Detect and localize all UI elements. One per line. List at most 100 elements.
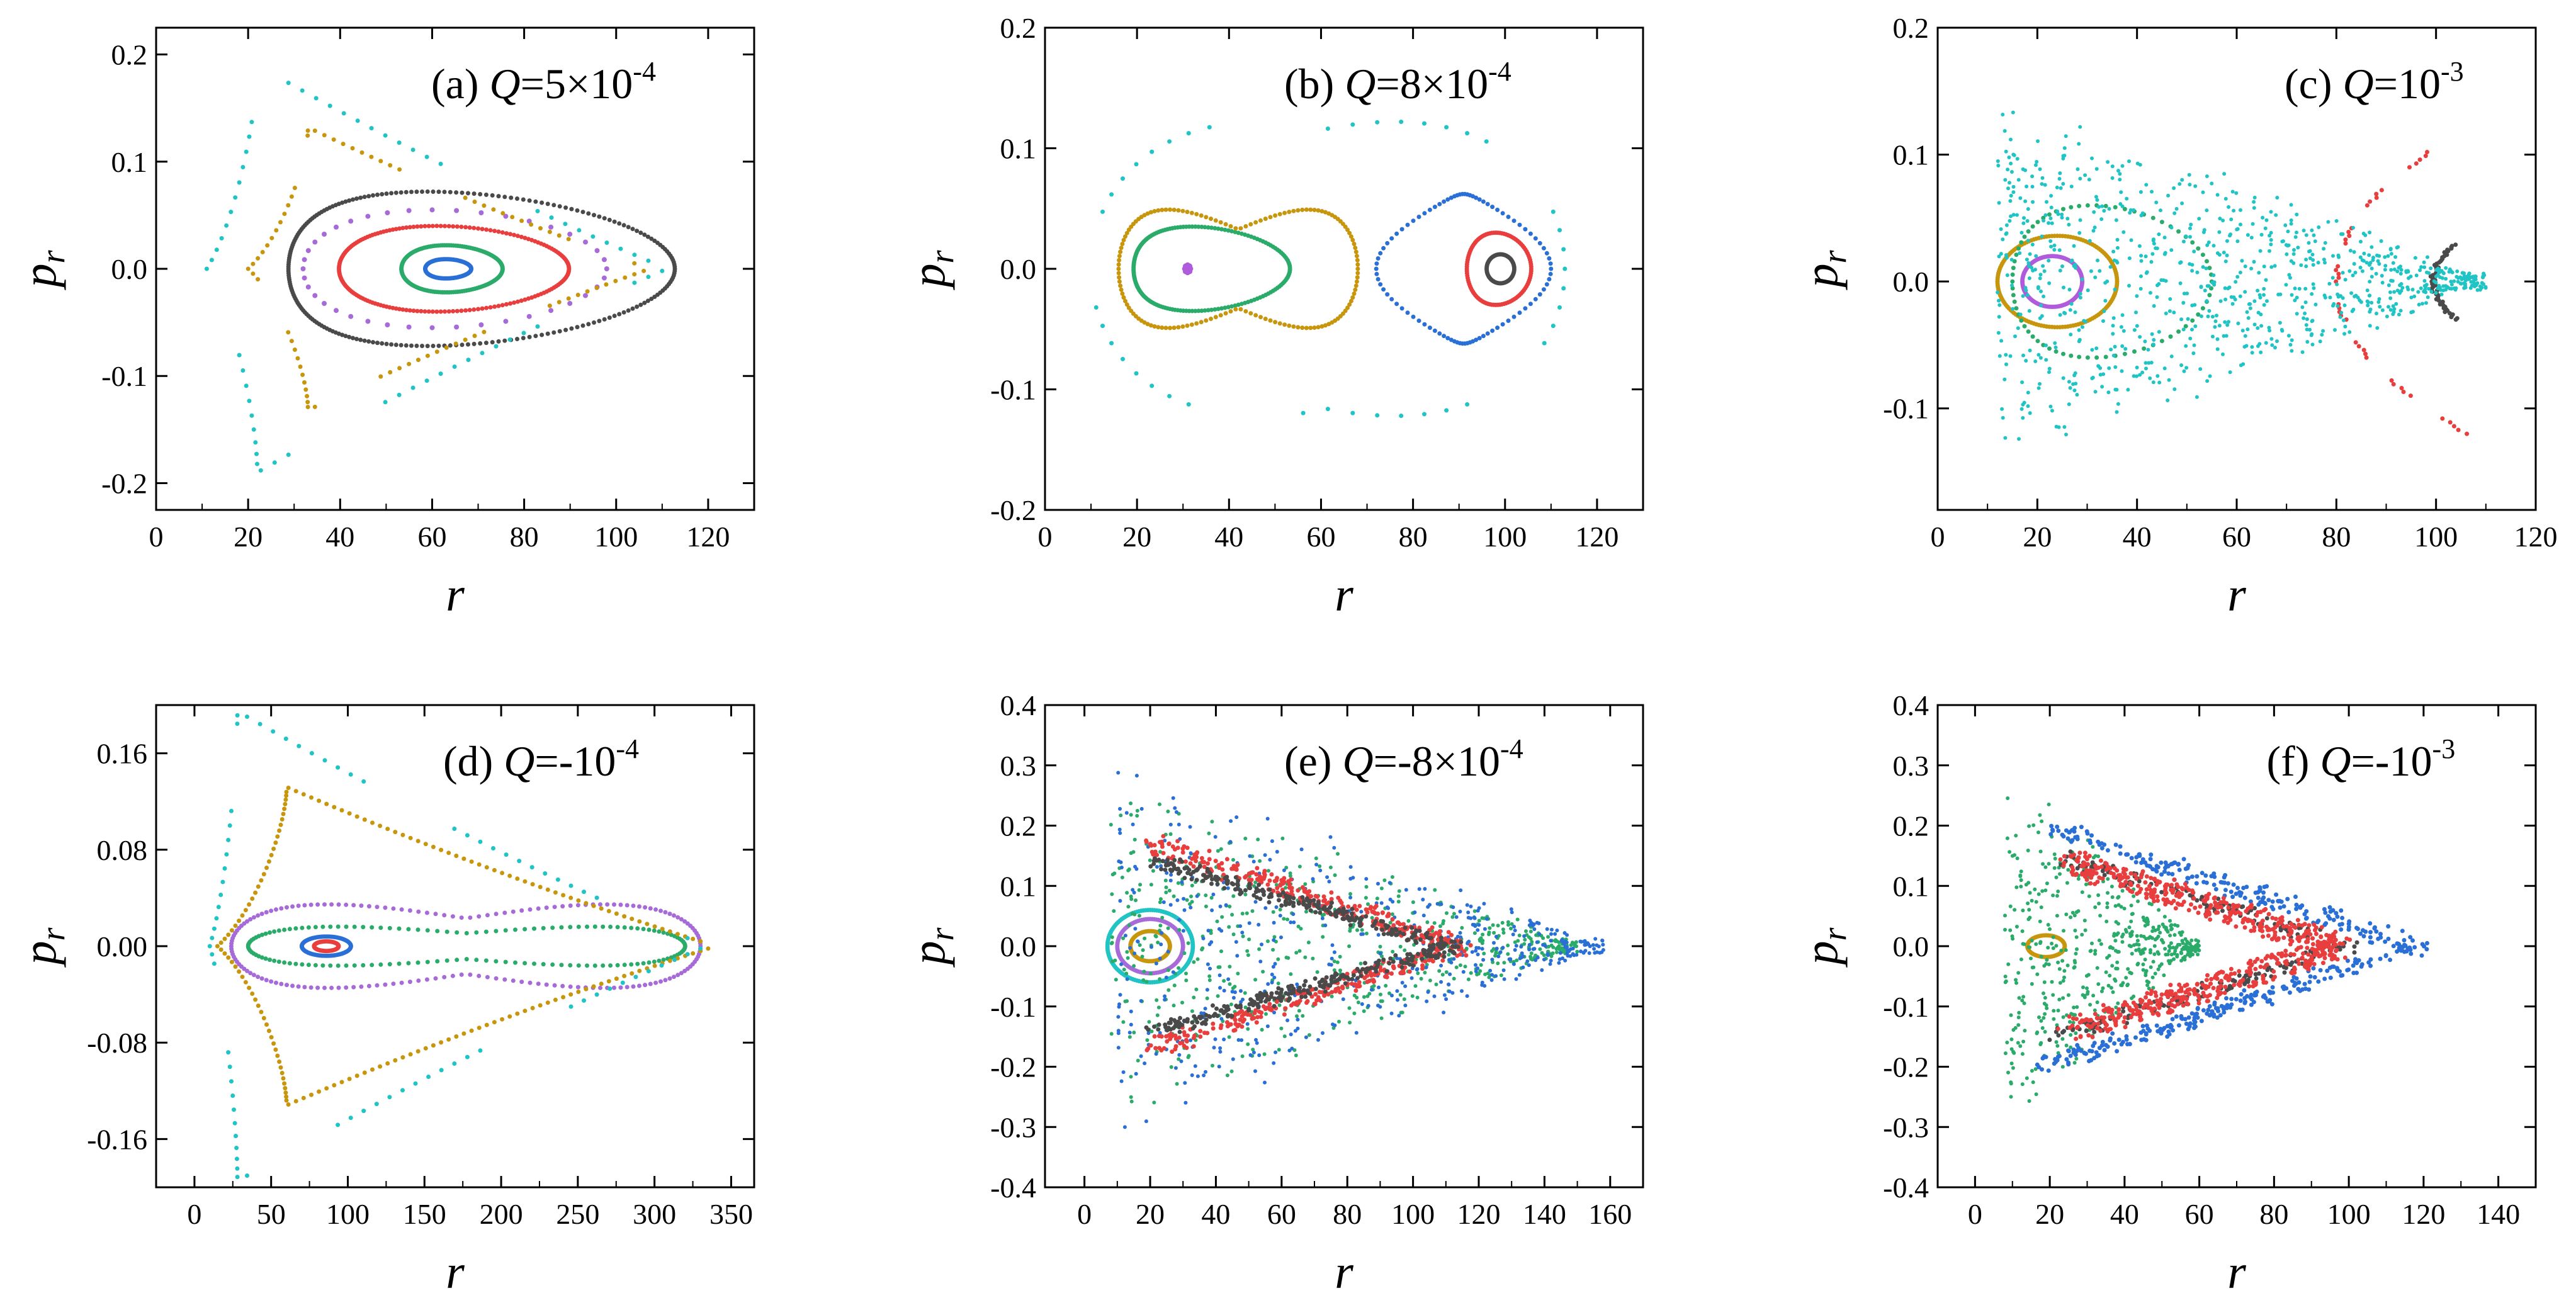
data-point — [2243, 334, 2247, 338]
data-point — [1325, 126, 1330, 131]
data-point — [2398, 283, 2402, 288]
data-point — [2061, 206, 2065, 212]
data-point — [259, 1010, 264, 1014]
data-point — [2024, 288, 2028, 293]
data-point — [508, 232, 513, 237]
data-point — [2303, 286, 2308, 291]
data-point — [2190, 327, 2194, 332]
data-point — [1212, 307, 1217, 312]
data-point — [415, 308, 420, 314]
data-point — [1257, 1053, 1262, 1058]
data-point — [2024, 359, 2028, 363]
data-point — [416, 978, 421, 983]
data-point — [468, 915, 473, 920]
data-point — [1364, 877, 1369, 881]
data-point — [2026, 207, 2030, 211]
data-point — [517, 859, 522, 864]
data-point — [362, 338, 367, 343]
series-d-1 — [299, 934, 353, 958]
data-point — [1180, 880, 1184, 884]
data-point — [2076, 167, 2080, 171]
data-point — [1230, 913, 1234, 917]
data-point — [243, 908, 248, 913]
data-point — [1338, 954, 1342, 959]
data-point — [1243, 892, 1248, 896]
data-point — [1203, 1007, 1207, 1011]
data-point — [2480, 285, 2484, 290]
data-point — [1296, 325, 1301, 330]
data-point — [1240, 1054, 1245, 1058]
data-point — [243, 980, 248, 985]
data-point — [2004, 256, 2009, 260]
data-point — [2426, 295, 2430, 300]
data-point — [502, 910, 507, 915]
data-point — [2419, 286, 2423, 290]
data-point — [1271, 964, 1275, 969]
data-point — [2389, 252, 2393, 256]
data-point — [2009, 137, 2013, 142]
data-point — [1432, 205, 1437, 210]
data-point — [1445, 336, 1450, 341]
data-point — [2407, 165, 2412, 170]
data-point — [2427, 286, 2431, 291]
data-point — [2047, 259, 2051, 263]
data-point — [2273, 346, 2277, 350]
data-point — [2246, 316, 2251, 320]
data-point — [1314, 856, 1318, 861]
data-point — [1272, 920, 1276, 925]
data-point — [1422, 322, 1427, 327]
data-point — [504, 302, 509, 307]
data-point — [301, 1095, 306, 1100]
data-point — [496, 339, 501, 344]
data-point — [1592, 947, 1596, 951]
data-point — [598, 902, 602, 907]
data-point — [2434, 274, 2438, 279]
data-point — [2316, 261, 2320, 265]
data-point — [305, 400, 310, 405]
data-point — [1186, 1055, 1190, 1059]
data-point — [2360, 269, 2364, 273]
data-point — [1444, 997, 1449, 1002]
data-point — [271, 1041, 276, 1046]
data-point — [1399, 414, 1404, 418]
data-point — [1215, 919, 1219, 924]
data-point — [2182, 291, 2186, 296]
data-point — [685, 935, 690, 941]
data-point — [1279, 1026, 1284, 1031]
data-point — [393, 306, 398, 311]
data-point — [1354, 279, 1359, 284]
data-point — [362, 1070, 367, 1075]
data-point — [488, 305, 493, 310]
data-point — [2388, 296, 2393, 300]
data-point — [2330, 276, 2335, 280]
data-point — [496, 194, 501, 199]
data-point — [2348, 249, 2353, 253]
data-point — [1591, 943, 1595, 947]
data-point — [2120, 369, 2124, 373]
data-point — [539, 332, 545, 337]
data-point — [444, 958, 449, 963]
data-point — [1311, 877, 1315, 881]
data-point — [2468, 286, 2473, 290]
data-point — [2031, 200, 2035, 204]
data-point — [642, 300, 647, 305]
data-point — [478, 192, 483, 196]
data-point — [1297, 1008, 1301, 1013]
data-point — [2072, 264, 2076, 268]
data-point — [380, 341, 385, 346]
data-point — [2087, 178, 2091, 182]
data-point — [1131, 850, 1136, 854]
data-point — [1319, 209, 1325, 213]
data-point — [233, 964, 238, 969]
data-point — [1180, 1000, 1184, 1005]
data-point — [1449, 195, 1454, 200]
data-point — [354, 337, 359, 341]
data-point — [2460, 271, 2465, 275]
data-point — [2364, 355, 2369, 360]
data-point — [1544, 282, 1549, 287]
data-point — [556, 233, 562, 238]
data-point — [2077, 339, 2081, 344]
data-point — [1168, 207, 1172, 212]
data-point — [2052, 243, 2057, 247]
data-point — [1166, 926, 1170, 930]
